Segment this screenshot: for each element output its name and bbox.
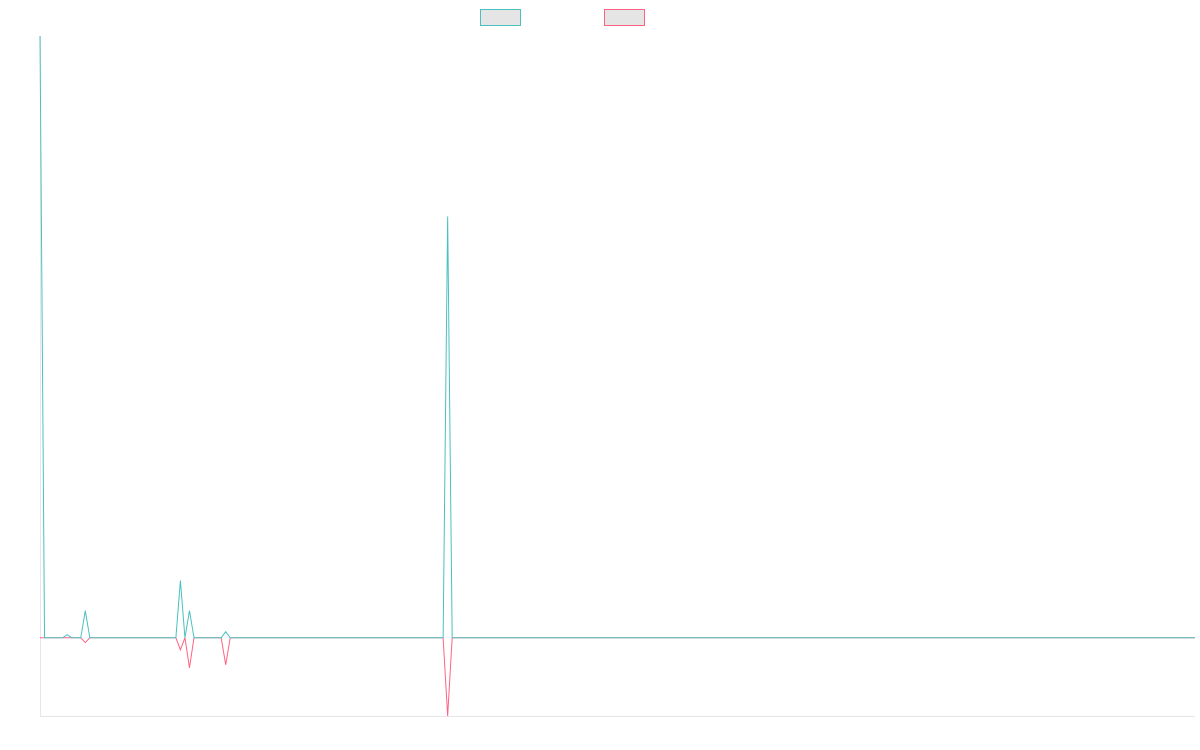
legend-item-series-2[interactable] xyxy=(604,9,645,26)
legend-item-series-1[interactable] xyxy=(480,9,521,26)
series-line-2 xyxy=(40,635,1195,717)
series-layer xyxy=(39,35,1195,717)
series-line-1 xyxy=(39,35,1195,639)
legend-swatch-series-2 xyxy=(604,9,645,26)
legend-swatch-series-1 xyxy=(480,9,521,26)
legend xyxy=(480,9,645,26)
